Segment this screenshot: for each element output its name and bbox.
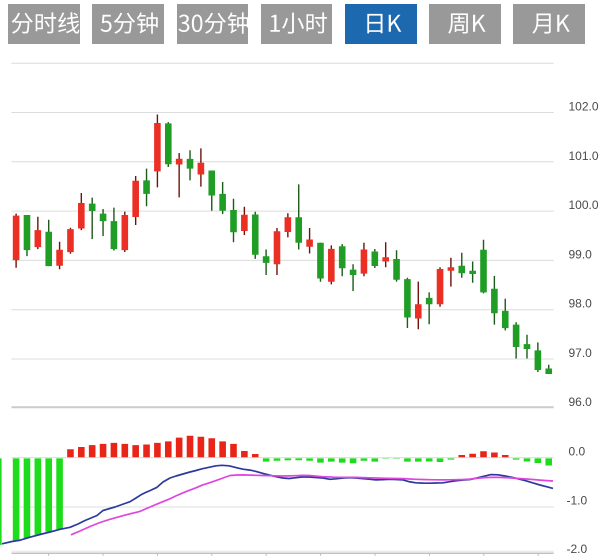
svg-text:102.0: 102.0 [569, 100, 599, 114]
svg-text:0.0: 0.0 [569, 445, 586, 459]
svg-text:-2.0: -2.0 [567, 542, 588, 556]
svg-text:99.0: 99.0 [569, 247, 593, 261]
svg-text:98.0: 98.0 [569, 297, 593, 311]
svg-text:101.0: 101.0 [569, 149, 599, 163]
svg-text:100.0: 100.0 [569, 198, 599, 212]
svg-text:97.0: 97.0 [569, 346, 593, 360]
svg-text:-1.0: -1.0 [567, 494, 588, 508]
svg-text:96.0: 96.0 [569, 395, 593, 409]
